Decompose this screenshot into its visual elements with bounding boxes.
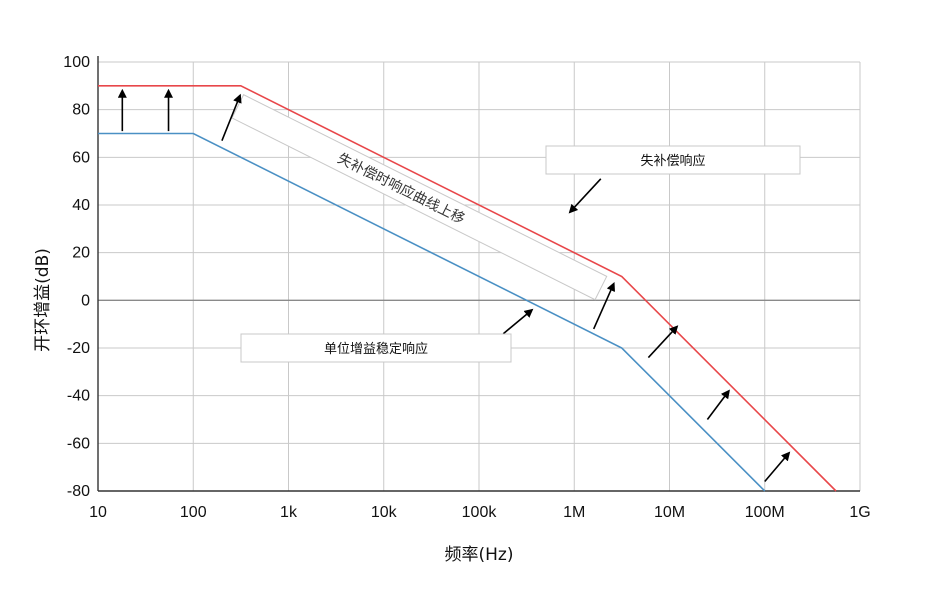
x-tick-label: 10 [89,504,107,521]
annotation-arrow [502,308,534,335]
x-tick-label: 10k [371,504,398,521]
y-tick-label: -40 [67,388,90,405]
series-line-unity-gain-stable [98,132,766,492]
unity-gain-label-text: 单位增益稳定响应 [324,341,428,357]
grid [97,56,861,492]
shift-band-box [231,94,608,301]
y-tick-label: 60 [72,149,90,166]
uncompensated-label-group: 失补偿响应 [545,145,801,175]
y-tick-label: 100 [63,54,90,71]
y-tick-label: -80 [67,483,90,500]
series [98,85,837,492]
uncompensated-label-box [545,145,801,175]
y-tick-label: 80 [72,102,90,119]
y-tick-label: 0 [81,292,90,309]
annotation-arrow [568,178,602,214]
annotation-arrow [647,325,679,359]
arrows [117,88,791,482]
series-line-uncompensated [98,85,837,492]
x-tick-label: 1k [280,504,298,521]
y-tick-label: -60 [67,435,90,452]
uncompensated-label-text: 失补偿响应 [640,153,705,169]
unity-gain-label-group: 单位增益稳定响应 [240,333,512,363]
y-tick-label: 20 [72,245,90,262]
x-axis-label: 频率(Hz) [445,545,514,565]
x-tick-label: 100k [462,504,498,521]
y-axis-label: 开环增益(dB) [33,248,53,352]
x-tick-label: 1M [563,504,585,521]
tick-labels: 10 100 1k 10k 100k 1M 10M 100M 1G 100 80 60 40 20 0 -20… [63,54,870,521]
annotation-arrow [706,389,730,420]
unity-gain-label-box [240,333,512,363]
x-tick-label: 10M [654,504,685,521]
x-tick-label: 100 [180,504,207,521]
y-tick-label: -20 [67,340,90,357]
x-tick-label: 100M [745,504,785,521]
annotation-arrow [221,93,242,141]
annotation-arrow [764,451,791,482]
y-tick-label: 40 [72,197,90,214]
annotation-arrow [592,282,615,330]
x-tick-label: 1G [849,504,870,521]
